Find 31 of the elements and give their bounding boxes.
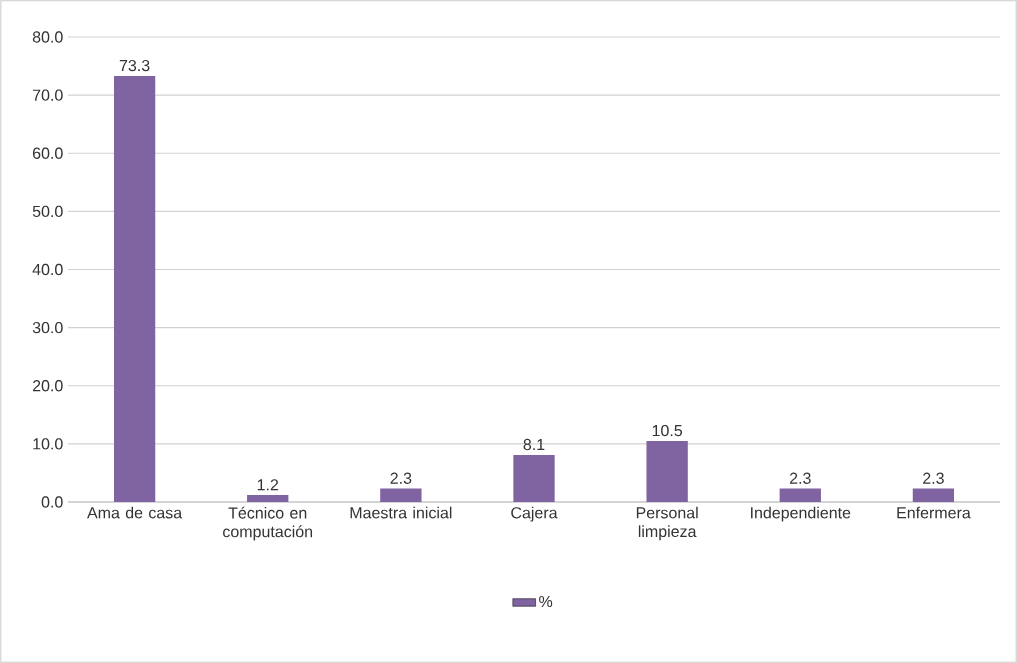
bar xyxy=(646,440,688,502)
data-label: 1.2 xyxy=(257,479,279,491)
bar xyxy=(912,488,955,502)
legend-label: % xyxy=(539,595,553,608)
data-label: 2.3 xyxy=(923,472,944,484)
bar xyxy=(113,75,156,502)
x-tick-label: Ama de casa xyxy=(87,506,183,519)
data-label: 2.3 xyxy=(789,472,811,484)
x-tick-label: Maestra inicial xyxy=(350,506,452,519)
bar xyxy=(513,454,555,502)
data-label: 2.3 xyxy=(390,472,412,484)
y-tick-label: 40.0 xyxy=(32,263,63,276)
data-label: 8.1 xyxy=(523,438,545,451)
y-tick-label: 0.0 xyxy=(41,496,63,508)
y-tick-label: 70.0 xyxy=(32,89,63,101)
y-tick-label: 80.0 xyxy=(32,31,63,43)
y-tick-label: 10.0 xyxy=(33,438,63,450)
bar xyxy=(779,488,821,502)
data-label: 73.3 xyxy=(119,59,150,72)
x-tick-label: Enfermera xyxy=(897,506,971,519)
x-tick-label: Independiente xyxy=(751,506,851,522)
data-label: 10.5 xyxy=(652,424,683,437)
y-tick-label: 50.0 xyxy=(32,205,63,218)
bar xyxy=(247,495,289,502)
y-tick-label: 30.0 xyxy=(32,321,63,334)
bar xyxy=(380,488,422,502)
x-tick-label: Personal limpieza xyxy=(636,506,698,541)
x-tick-label: Técnico en computación xyxy=(223,506,313,541)
y-tick-label: 20.0 xyxy=(32,380,63,392)
x-tick-label: Cajera xyxy=(511,506,558,522)
y-tick-label: 60.0 xyxy=(32,147,63,159)
